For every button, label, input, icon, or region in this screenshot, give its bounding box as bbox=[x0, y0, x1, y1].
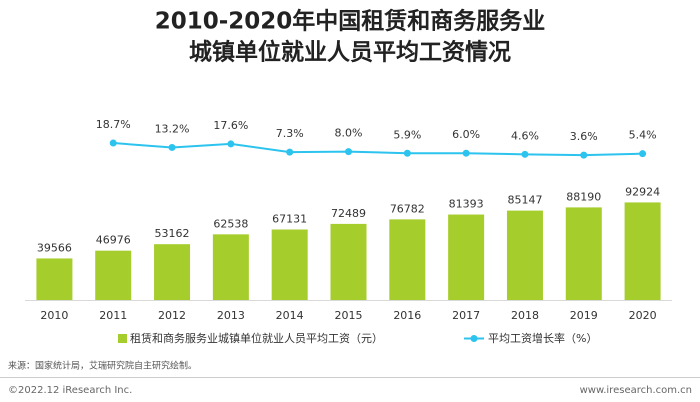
data-label: 13.2% bbox=[155, 122, 190, 135]
data-label: 92924 bbox=[625, 185, 660, 198]
chart-title: 城镇单位就业人员平均工资情况 bbox=[189, 39, 511, 66]
x-tick-label: 2012 bbox=[158, 309, 186, 322]
bar bbox=[212, 234, 249, 300]
data-label: 81393 bbox=[449, 198, 484, 211]
website: www.iresearch.com.cn bbox=[580, 385, 692, 396]
line bbox=[113, 142, 643, 157]
x-tick-label: 2011 bbox=[99, 309, 127, 322]
data-label: 39566 bbox=[37, 241, 72, 254]
x-tick-label: 2017 bbox=[452, 309, 480, 322]
data-label: 4.6% bbox=[511, 129, 539, 142]
x-tick-label: 2018 bbox=[511, 309, 539, 322]
data-label: 17.6% bbox=[213, 119, 248, 132]
bar bbox=[565, 207, 602, 300]
data-label: 7.3% bbox=[276, 127, 304, 140]
x-tick-label: 2014 bbox=[276, 309, 304, 322]
data-label: 67131 bbox=[272, 213, 307, 226]
marker bbox=[227, 140, 235, 148]
bar bbox=[271, 229, 308, 300]
x-tick-label: 2020 bbox=[629, 309, 657, 322]
bar bbox=[154, 244, 191, 300]
marker bbox=[168, 143, 176, 151]
source: 来源：国家统计局，艾瑞研究院自主研究绘制。 bbox=[8, 360, 197, 372]
data-label: 5.4% bbox=[629, 129, 657, 142]
marker bbox=[403, 149, 411, 157]
legend-swatch bbox=[118, 334, 127, 343]
marker bbox=[462, 149, 470, 157]
marker bbox=[286, 148, 294, 156]
legend-swatch bbox=[470, 335, 478, 342]
marker bbox=[521, 150, 529, 158]
x-tick-label: 2010 bbox=[40, 309, 68, 322]
bar bbox=[624, 202, 661, 300]
data-label: 46976 bbox=[96, 234, 131, 247]
data-label: 72489 bbox=[331, 207, 366, 220]
marker bbox=[345, 148, 352, 156]
x-tick-label: 2019 bbox=[570, 309, 598, 322]
x-tick-label: 2016 bbox=[393, 309, 421, 322]
data-label: 62538 bbox=[213, 217, 248, 230]
data-label: 8.0% bbox=[335, 127, 363, 140]
data-label: 53162 bbox=[155, 227, 190, 240]
marker bbox=[639, 150, 647, 158]
data-label: 76782 bbox=[390, 202, 425, 215]
marker bbox=[580, 151, 588, 159]
data-label: 18.7% bbox=[96, 118, 131, 131]
data-label: 3.6% bbox=[570, 130, 598, 143]
bar bbox=[36, 258, 73, 300]
bar bbox=[506, 210, 543, 300]
legend-label: 租赁和商务服务业城镇单位就业人员平均工资（元） bbox=[130, 331, 383, 345]
data-label: 85147 bbox=[507, 194, 542, 207]
legend-label: 平均工资增长率（%） bbox=[488, 331, 597, 345]
copyright: ©2022.12 iResearch Inc. bbox=[8, 385, 132, 396]
bar bbox=[389, 219, 426, 300]
bar bbox=[95, 250, 132, 300]
chart-title: 2010-2020年中国租赁和商务服务业 bbox=[155, 8, 546, 35]
x-tick-label: 2015 bbox=[335, 309, 363, 322]
data-label: 6.0% bbox=[452, 128, 480, 141]
x-tick-label: 2013 bbox=[217, 309, 245, 322]
bar bbox=[448, 214, 485, 300]
marker bbox=[109, 139, 117, 147]
bar bbox=[330, 223, 367, 300]
data-label: 5.9% bbox=[393, 128, 421, 141]
data-label: 88190 bbox=[566, 190, 601, 203]
